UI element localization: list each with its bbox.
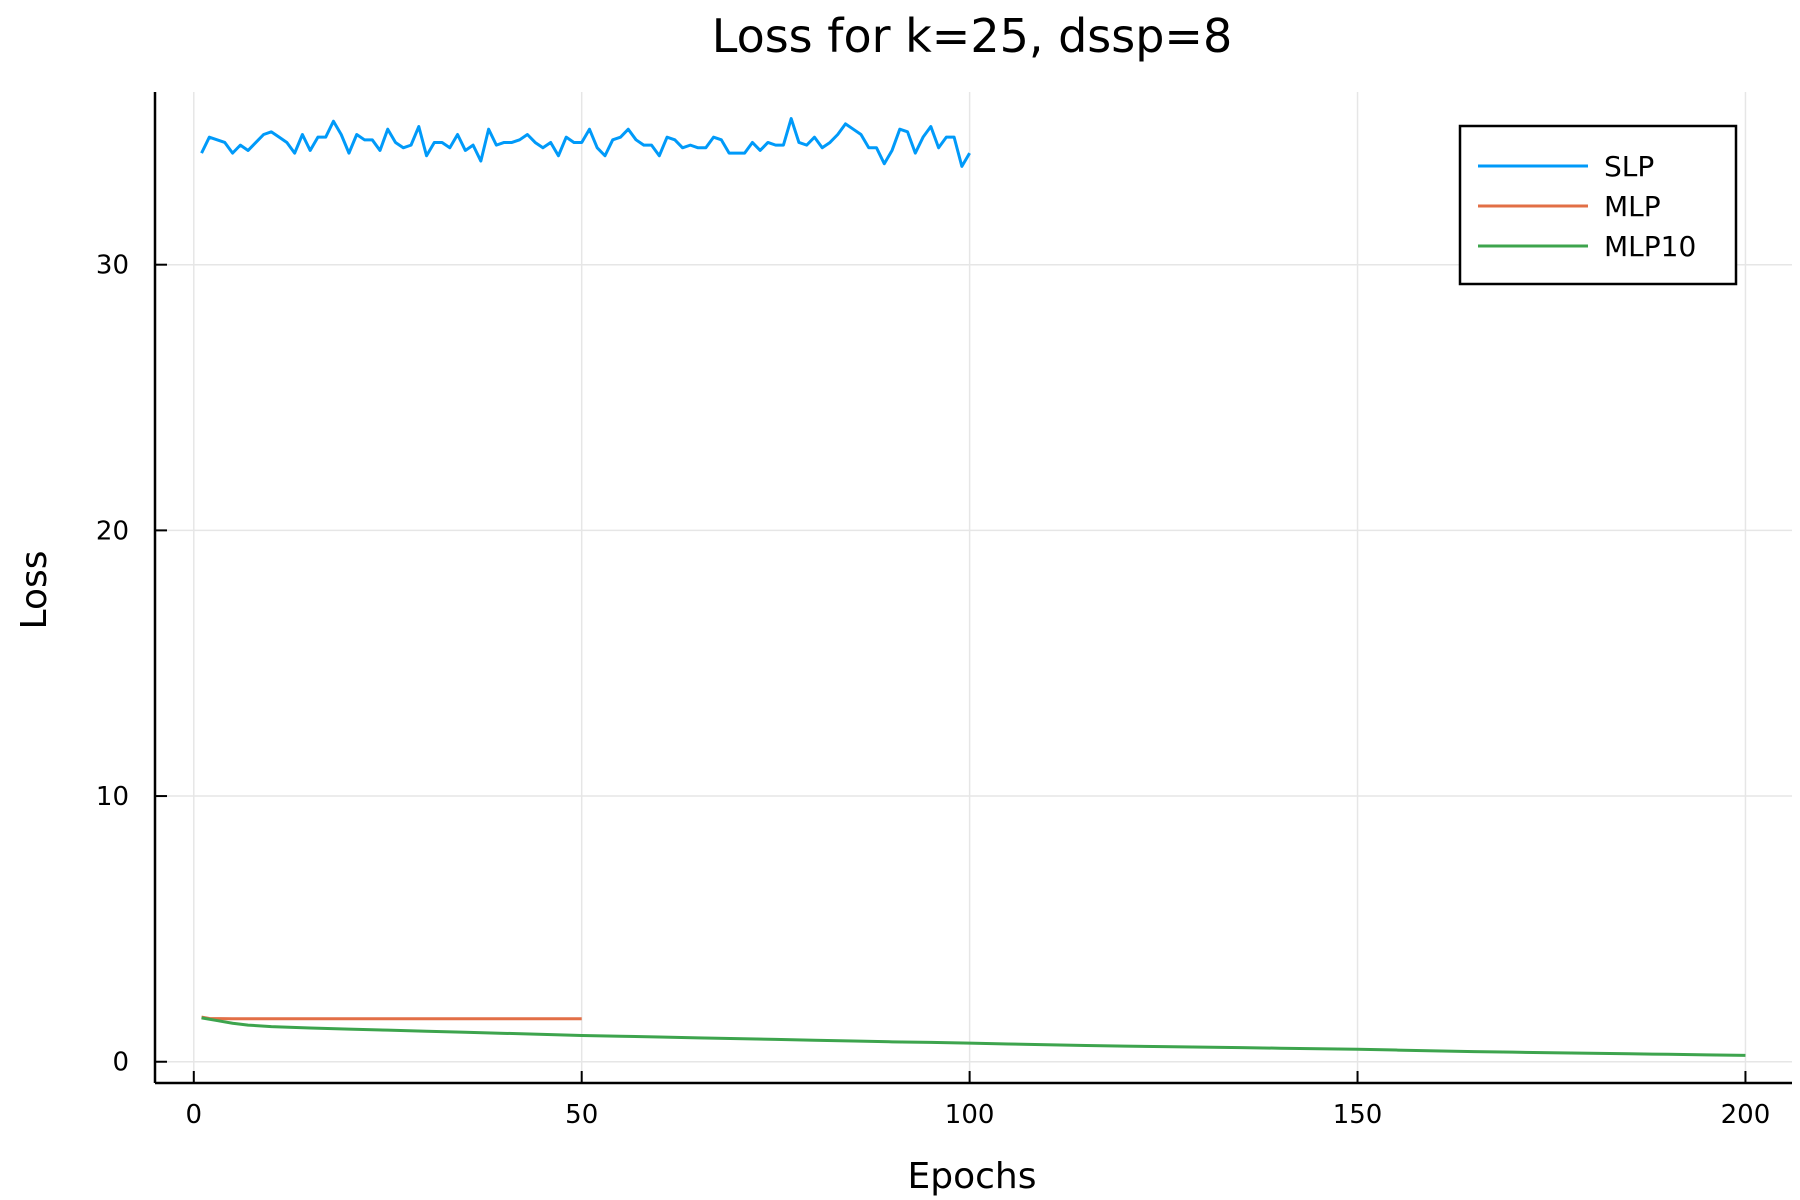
x-tick-label: 200 [1721, 1100, 1771, 1130]
chart-title: Loss for k=25, dssp=8 [712, 9, 1233, 63]
series-line-mlp10 [201, 1016, 1746, 1057]
legend-label: SLP [1604, 150, 1654, 183]
x-tick-label: 100 [945, 1100, 995, 1130]
y-axis-label: Loss [14, 551, 55, 630]
axes: 0 50 100 150 200 0 10 20 30 [96, 92, 1792, 1130]
legend-label: MLP [1604, 190, 1661, 223]
legend: SLP MLP MLP10 [1458, 124, 1738, 286]
series-line-slp [200, 117, 971, 168]
x-tick-label: 0 [186, 1100, 203, 1130]
y-tick-label: 20 [96, 516, 129, 546]
x-axis-label: Epochs [908, 1156, 1037, 1197]
y-tick-label: 0 [112, 1048, 129, 1078]
y-tick-label: 10 [96, 782, 129, 812]
legend-label: MLP10 [1604, 230, 1696, 263]
y-tick-label: 30 [96, 251, 129, 281]
series-line-mlp [201, 1015, 582, 1021]
x-tick-label: 150 [1333, 1100, 1383, 1130]
x-tick-label: 50 [565, 1100, 598, 1130]
plot-area [200, 117, 1746, 1057]
